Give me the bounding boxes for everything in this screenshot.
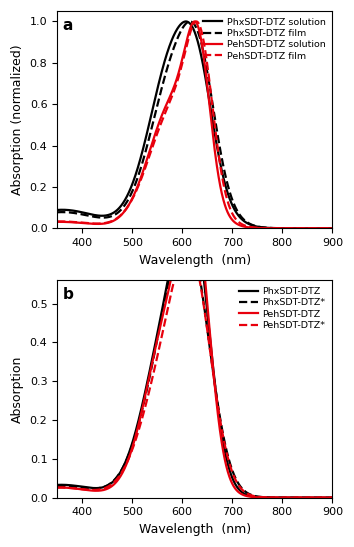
PhxSDT-DTZ (272, 494, 276, 501)
PehSDT-DTZ solution (69, 219, 73, 225)
PehSDT-DTZ solution (322, 225, 327, 231)
PehSDT-DTZ solution (322, 225, 326, 231)
PehSDT-DTZ (189, 193, 193, 199)
PehSDT-DTZ (189, 193, 193, 199)
PhxSDT-DTZ* (69, 483, 73, 490)
Text: a: a (63, 18, 73, 33)
PhxSDT-DTZ* (182, 230, 186, 236)
PehSDT-DTZ (55, 484, 59, 491)
PhxSDT-DTZ solution (182, 19, 186, 25)
PehSDT-DTZ* (330, 494, 335, 501)
PehSDT-DTZ film (189, 27, 193, 33)
PehSDT-DTZ (322, 494, 326, 501)
PehSDT-DTZ solution (55, 219, 59, 225)
Line: PehSDT-DTZ: PehSDT-DTZ (57, 196, 332, 498)
PhxSDT-DTZ film (272, 225, 276, 231)
Legend: PhxSDT-DTZ, PhxSDT-DTZ*, PehSDT-DTZ, PehSDT-DTZ*: PhxSDT-DTZ, PhxSDT-DTZ*, PehSDT-DTZ, Peh… (237, 285, 327, 332)
Line: PhxSDT-DTZ*: PhxSDT-DTZ* (57, 232, 332, 498)
PhxSDT-DTZ solution (189, 22, 193, 28)
PehSDT-DTZ solution (189, 23, 193, 30)
Y-axis label: Absorption (normalized): Absorption (normalized) (11, 44, 24, 195)
PehSDT-DTZ solution (193, 18, 197, 25)
X-axis label: Wavelength  (nm): Wavelength (nm) (139, 254, 251, 266)
PehSDT-DTZ* (322, 494, 327, 501)
PehSDT-DTZ* (182, 248, 186, 254)
PhxSDT-DTZ (322, 494, 326, 501)
PhxSDT-DTZ solution (272, 225, 276, 231)
PhxSDT-DTZ* (322, 494, 327, 501)
PhxSDT-DTZ film (189, 19, 193, 25)
PhxSDT-DTZ (55, 481, 59, 488)
PehSDT-DTZ (330, 494, 335, 501)
Line: PehSDT-DTZ solution: PehSDT-DTZ solution (57, 21, 332, 228)
PhxSDT-DTZ solution (184, 18, 188, 25)
PhxSDT-DTZ* (330, 494, 335, 501)
PhxSDT-DTZ film (55, 209, 59, 216)
PhxSDT-DTZ (186, 199, 190, 206)
PhxSDT-DTZ solution (330, 225, 335, 231)
PehSDT-DTZ (182, 212, 186, 218)
PhxSDT-DTZ film (330, 225, 335, 231)
Line: PehSDT-DTZ film: PehSDT-DTZ film (57, 21, 332, 228)
PehSDT-DTZ solution (330, 225, 335, 231)
X-axis label: Wavelength  (nm): Wavelength (nm) (139, 523, 251, 536)
PhxSDT-DTZ film (322, 225, 326, 231)
PhxSDT-DTZ solution (55, 207, 59, 213)
PhxSDT-DTZ (322, 494, 327, 501)
PehSDT-DTZ* (185, 244, 190, 251)
Line: PhxSDT-DTZ solution: PhxSDT-DTZ solution (57, 21, 332, 228)
Line: PhxSDT-DTZ: PhxSDT-DTZ (57, 202, 332, 498)
PehSDT-DTZ* (69, 485, 73, 491)
Line: PhxSDT-DTZ film: PhxSDT-DTZ film (57, 21, 332, 228)
PehSDT-DTZ film (194, 18, 199, 25)
PhxSDT-DTZ* (189, 236, 193, 242)
PhxSDT-DTZ (330, 494, 335, 501)
PhxSDT-DTZ solution (69, 207, 73, 214)
PhxSDT-DTZ solution (322, 225, 327, 231)
PehSDT-DTZ film (330, 225, 335, 231)
PhxSDT-DTZ film (188, 18, 192, 25)
PehSDT-DTZ film (182, 55, 186, 61)
PehSDT-DTZ* (189, 247, 193, 253)
PehSDT-DTZ* (55, 484, 59, 491)
PhxSDT-DTZ film (69, 210, 73, 216)
PehSDT-DTZ solution (182, 50, 186, 56)
PhxSDT-DTZ (182, 206, 186, 212)
Line: PehSDT-DTZ*: PehSDT-DTZ* (57, 247, 332, 498)
PhxSDT-DTZ (189, 202, 193, 208)
PehSDT-DTZ film (55, 218, 59, 225)
PehSDT-DTZ* (322, 494, 326, 501)
PehSDT-DTZ (322, 494, 327, 501)
PehSDT-DTZ solution (272, 225, 276, 231)
PhxSDT-DTZ (69, 482, 73, 488)
PhxSDT-DTZ solution (322, 225, 326, 231)
PhxSDT-DTZ film (182, 23, 186, 30)
PhxSDT-DTZ* (183, 229, 188, 235)
PhxSDT-DTZ film (322, 225, 327, 231)
PhxSDT-DTZ* (322, 494, 326, 501)
PhxSDT-DTZ* (272, 494, 276, 501)
PhxSDT-DTZ* (55, 483, 59, 490)
PehSDT-DTZ film (69, 218, 73, 225)
PehSDT-DTZ (69, 485, 73, 491)
Y-axis label: Absorption: Absorption (11, 356, 24, 423)
PehSDT-DTZ* (272, 494, 276, 501)
Text: b: b (63, 287, 74, 302)
PehSDT-DTZ film (272, 225, 276, 231)
PehSDT-DTZ (272, 494, 276, 501)
PehSDT-DTZ film (322, 225, 326, 231)
Legend: PhxSDT-DTZ solution, PhxSDT-DTZ film, PehSDT-DTZ solution, PehSDT-DTZ film: PhxSDT-DTZ solution, PhxSDT-DTZ film, Pe… (201, 16, 327, 63)
PehSDT-DTZ film (322, 225, 327, 231)
